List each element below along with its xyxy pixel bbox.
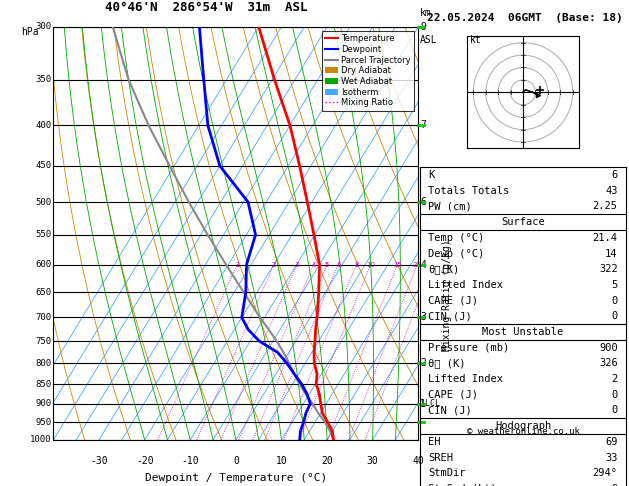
Text: 300: 300 xyxy=(35,22,52,31)
Text: 550: 550 xyxy=(35,230,52,239)
Text: 2: 2 xyxy=(272,261,276,268)
Text: 4: 4 xyxy=(420,260,426,270)
Text: -10: -10 xyxy=(181,456,199,467)
Text: 40°46'N  286°54'W  31m  ASL: 40°46'N 286°54'W 31m ASL xyxy=(106,1,308,14)
Text: 750: 750 xyxy=(35,337,52,346)
Text: © weatheronline.co.uk: © weatheronline.co.uk xyxy=(467,427,579,435)
Text: 1: 1 xyxy=(420,399,426,409)
Text: 4: 4 xyxy=(311,261,316,268)
Text: 450: 450 xyxy=(35,161,52,171)
Text: EH: EH xyxy=(428,437,441,447)
Text: CIN (J): CIN (J) xyxy=(428,312,472,321)
Text: 800: 800 xyxy=(35,359,52,368)
Text: 2: 2 xyxy=(420,358,426,368)
Text: StmSpd (kt): StmSpd (kt) xyxy=(428,484,497,486)
Text: 43: 43 xyxy=(605,186,618,196)
Text: 2.25: 2.25 xyxy=(593,201,618,211)
Text: 10: 10 xyxy=(276,456,287,467)
Text: PW (cm): PW (cm) xyxy=(428,201,472,211)
Text: 600: 600 xyxy=(35,260,52,269)
Text: 700: 700 xyxy=(35,313,52,322)
Text: 0: 0 xyxy=(611,312,618,321)
Text: CAPE (J): CAPE (J) xyxy=(428,390,479,400)
Text: 5: 5 xyxy=(611,280,618,290)
Text: kt: kt xyxy=(470,35,481,45)
Text: 0: 0 xyxy=(233,456,239,467)
Text: 20: 20 xyxy=(321,456,333,467)
Text: Hodograph: Hodograph xyxy=(495,421,551,431)
Text: 21.4: 21.4 xyxy=(593,233,618,243)
Text: Lifted Index: Lifted Index xyxy=(428,280,503,290)
Text: 500: 500 xyxy=(35,197,52,207)
Text: θᴇ(K): θᴇ(K) xyxy=(428,264,460,274)
Text: 350: 350 xyxy=(35,75,52,84)
Text: Most Unstable: Most Unstable xyxy=(482,327,564,337)
Text: 900: 900 xyxy=(35,399,52,408)
Text: Totals Totals: Totals Totals xyxy=(428,186,509,196)
Text: 33: 33 xyxy=(605,452,618,463)
Text: 6: 6 xyxy=(420,197,426,207)
Text: 40: 40 xyxy=(413,456,424,467)
Text: 326: 326 xyxy=(599,358,618,368)
Text: Temp (°C): Temp (°C) xyxy=(428,233,485,243)
Text: -20: -20 xyxy=(136,456,153,467)
Text: 3: 3 xyxy=(420,312,426,322)
Text: 2: 2 xyxy=(611,374,618,384)
Text: CAPE (J): CAPE (J) xyxy=(428,295,479,306)
Text: Surface: Surface xyxy=(501,217,545,227)
Text: 9: 9 xyxy=(611,484,618,486)
Text: 9: 9 xyxy=(420,22,426,32)
Text: 294°: 294° xyxy=(593,469,618,478)
Text: km: km xyxy=(420,8,432,18)
Text: Dewp (°C): Dewp (°C) xyxy=(428,248,485,259)
Text: Dewpoint / Temperature (°C): Dewpoint / Temperature (°C) xyxy=(145,473,327,483)
Text: 1000: 1000 xyxy=(30,435,52,444)
Text: StmDir: StmDir xyxy=(428,469,466,478)
Text: 15: 15 xyxy=(393,261,402,268)
Text: 6: 6 xyxy=(611,170,618,180)
Text: 0: 0 xyxy=(611,390,618,400)
Text: 22.05.2024  06GMT  (Base: 18): 22.05.2024 06GMT (Base: 18) xyxy=(427,13,623,23)
Legend: Temperature, Dewpoint, Parcel Trajectory, Dry Adiabat, Wet Adiabat, Isotherm, Mi: Temperature, Dewpoint, Parcel Trajectory… xyxy=(322,31,414,110)
Text: 1: 1 xyxy=(235,261,240,268)
Text: 10: 10 xyxy=(366,261,375,268)
Text: 1LCL: 1LCL xyxy=(420,399,440,408)
Text: 0: 0 xyxy=(611,295,618,306)
Text: Lifted Index: Lifted Index xyxy=(428,374,503,384)
Text: 30: 30 xyxy=(367,456,379,467)
Text: ASL: ASL xyxy=(420,35,438,45)
Text: -30: -30 xyxy=(90,456,108,467)
Text: Mixing Ratio (g/kg): Mixing Ratio (g/kg) xyxy=(442,240,452,351)
Text: 900: 900 xyxy=(599,343,618,353)
Text: 3: 3 xyxy=(294,261,299,268)
Text: 5: 5 xyxy=(325,261,330,268)
Text: SREH: SREH xyxy=(428,452,454,463)
Text: 650: 650 xyxy=(35,288,52,296)
Text: 6: 6 xyxy=(336,261,340,268)
Text: 400: 400 xyxy=(35,121,52,130)
Text: 8: 8 xyxy=(354,261,359,268)
Text: K: K xyxy=(428,170,435,180)
Text: 850: 850 xyxy=(35,380,52,389)
Text: 322: 322 xyxy=(599,264,618,274)
Text: 14: 14 xyxy=(605,248,618,259)
Text: 69: 69 xyxy=(605,437,618,447)
Text: CIN (J): CIN (J) xyxy=(428,405,472,416)
Text: hPa: hPa xyxy=(21,27,39,37)
Text: 0: 0 xyxy=(611,405,618,416)
Text: 7: 7 xyxy=(420,121,426,130)
Text: 950: 950 xyxy=(35,418,52,427)
Text: Pressure (mb): Pressure (mb) xyxy=(428,343,509,353)
Text: θᴇ (K): θᴇ (K) xyxy=(428,358,466,368)
Text: 20: 20 xyxy=(413,261,421,268)
